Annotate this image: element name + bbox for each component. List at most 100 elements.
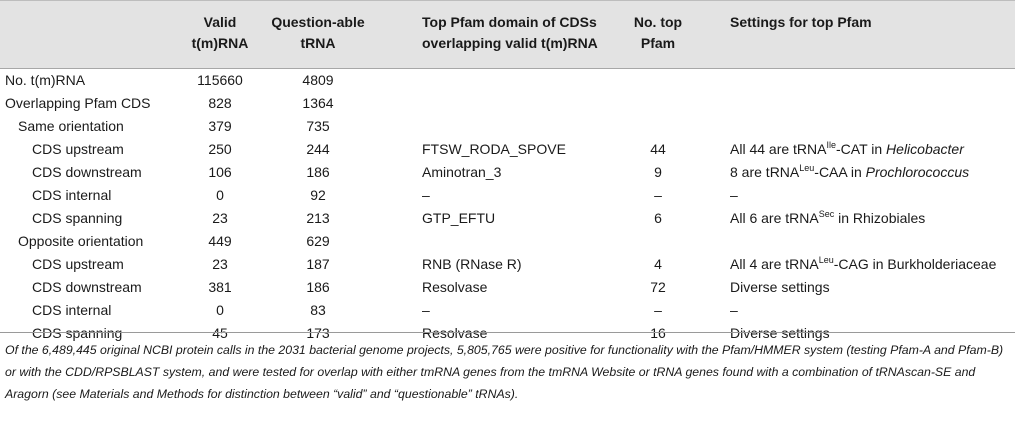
table-footnote: Of the 6,489,445 original NCBI protein c…: [5, 343, 1004, 401]
settings-text: -CAA in: [814, 164, 866, 180]
settings-text: –: [730, 187, 738, 203]
settings-text: All 4 are tRNA: [730, 256, 819, 272]
header-pfam-line1: Top Pfam domain of CDSs: [422, 14, 597, 30]
cell-settings: All 44 are tRNAIle-CAT in Helicobacter: [730, 138, 964, 161]
cell-settings: All 6 are tRNASec in Rhizobiales: [730, 207, 925, 230]
settings-text: -CAG in Burkholderiaceae: [833, 256, 997, 272]
cell-settings: –: [730, 184, 738, 207]
cell-settings: 8 are tRNALeu-CAA in Prochlorococcus: [730, 161, 969, 184]
cell-no-top-pfam: 6: [654, 210, 662, 226]
row-label: Overlapping Pfam CDS: [5, 95, 151, 111]
header-pfam-line2: overlapping valid t(m)RNA: [422, 35, 598, 51]
settings-superscript: Leu: [799, 163, 815, 173]
cell-no-top-pfam: 4: [654, 256, 662, 272]
table-row: No. t(m)RNA 115660 4809: [0, 69, 1015, 92]
settings-text: Helicobacter: [886, 141, 964, 157]
table-row: CDS upstream 250 244 FTSW_RODA_SPOVE 44 All 4…: [0, 138, 1015, 161]
table-row: CDS spanning 23 213 GTP_EFTU 6 All 6 are tRNA…: [0, 207, 1015, 230]
row-label: CDS upstream: [32, 141, 124, 157]
table-row: CDS upstream 23 187 RNB (RNase R) 4 All 4 are…: [0, 253, 1015, 276]
cell-top-pfam: GTP_EFTU: [422, 210, 496, 226]
cell-settings: –: [730, 299, 738, 322]
header-questionable: Question-able tRNA: [262, 12, 374, 54]
cell-questionable: 173: [306, 325, 330, 341]
cell-valid: 106: [208, 164, 232, 180]
cell-questionable: 186: [306, 279, 330, 295]
header-quest-line2: tRNA: [300, 35, 336, 51]
table-row: Same orientation 379 735: [0, 115, 1015, 138]
cell-questionable: 629: [306, 233, 330, 249]
cell-settings: Diverse settings: [730, 276, 830, 299]
header-valid-line1: Valid: [203, 14, 237, 30]
table-header: Valid t(m)RNA Question-able tRNA Top Pfa…: [0, 0, 1015, 69]
cell-no-top-pfam: –: [654, 187, 662, 203]
cell-questionable: 735: [306, 118, 330, 134]
header-valid: Valid t(m)RNA: [170, 12, 270, 54]
row-label: CDS internal: [32, 187, 112, 203]
settings-text: Diverse settings: [730, 325, 830, 341]
header-num-line2: Pfam: [640, 35, 676, 51]
cell-top-pfam: FTSW_RODA_SPOVE: [422, 141, 566, 157]
cell-questionable: 1364: [302, 95, 334, 111]
cell-top-pfam: –: [422, 187, 430, 203]
row-label: CDS spanning: [32, 210, 123, 226]
row-label: No. t(m)RNA: [5, 72, 86, 88]
cell-valid: 449: [208, 233, 232, 249]
cell-questionable: 83: [310, 302, 326, 318]
settings-text: All 6 are tRNA: [730, 210, 819, 226]
table-row: Opposite orientation 449 629: [0, 230, 1015, 253]
settings-superscript: Sec: [818, 209, 835, 219]
cell-valid: 45: [212, 325, 228, 341]
table-row: CDS downstream 106 186 Aminotran_3 9 8 are tR…: [0, 161, 1015, 184]
cell-valid: 23: [212, 210, 228, 226]
cell-valid: 115660: [197, 72, 243, 88]
settings-text: -CAT in: [836, 141, 887, 157]
row-label: CDS upstream: [32, 256, 124, 272]
row-label: Opposite orientation: [18, 233, 144, 249]
cell-valid: 381: [208, 279, 232, 295]
row-label: CDS downstream: [32, 279, 142, 295]
cell-top-pfam: –: [422, 302, 430, 318]
header-num-line1: No. top: [633, 14, 683, 30]
cell-questionable: 187: [306, 256, 330, 272]
header-settings-line1: Settings for top Pfam: [730, 14, 872, 30]
cell-questionable: 92: [310, 187, 326, 203]
cell-questionable: 186: [306, 164, 330, 180]
cell-no-top-pfam: 72: [650, 279, 666, 295]
header-no-top-pfam: No. top Pfam: [618, 12, 698, 54]
table-row: CDS spanning 45 173 Resolvase 16 Diverse sett…: [0, 322, 1015, 345]
settings-text: in Rhizobiales: [834, 210, 926, 226]
row-label: Same orientation: [18, 118, 124, 134]
cell-settings: Diverse settings: [730, 322, 830, 345]
header-quest-line1: Question-able: [271, 14, 365, 30]
settings-text: 8 are tRNA: [730, 164, 800, 180]
cell-valid: 23: [212, 256, 228, 272]
row-label: CDS internal: [32, 302, 112, 318]
settings-text: Prochlorococcus: [865, 164, 970, 180]
table-bottom-rule: [0, 332, 1015, 333]
row-label: CDS downstream: [32, 164, 142, 180]
cell-top-pfam: Aminotran_3: [422, 164, 502, 180]
table-row: CDS internal 0 83 – – –: [0, 299, 1015, 322]
table-row: CDS internal 0 92 – – –: [0, 184, 1015, 207]
cell-questionable: 4809: [302, 72, 334, 88]
cell-no-top-pfam: 44: [650, 141, 666, 157]
cell-no-top-pfam: –: [654, 302, 662, 318]
header-valid-line2: t(m)RNA: [191, 35, 249, 51]
table-row: Overlapping Pfam CDS 828 1364: [0, 92, 1015, 115]
settings-text: –: [730, 302, 738, 318]
table-row: CDS downstream 381 186 Resolvase 72 Diverse s…: [0, 276, 1015, 299]
cell-valid: 0: [216, 302, 224, 318]
settings-text: Diverse settings: [730, 279, 830, 295]
cell-top-pfam: RNB (RNase R): [422, 256, 522, 272]
cell-questionable: 244: [306, 141, 330, 157]
cell-valid: 379: [208, 118, 232, 134]
cell-no-top-pfam: 16: [650, 325, 666, 341]
row-label: CDS spanning: [32, 325, 123, 341]
settings-superscript: Leu: [818, 255, 834, 265]
cell-questionable: 213: [306, 210, 330, 226]
settings-text: All 44 are tRNA: [730, 141, 827, 157]
settings-superscript: Ile: [826, 140, 836, 150]
cell-top-pfam: Resolvase: [422, 279, 488, 295]
header-settings: Settings for top Pfam: [730, 12, 872, 33]
